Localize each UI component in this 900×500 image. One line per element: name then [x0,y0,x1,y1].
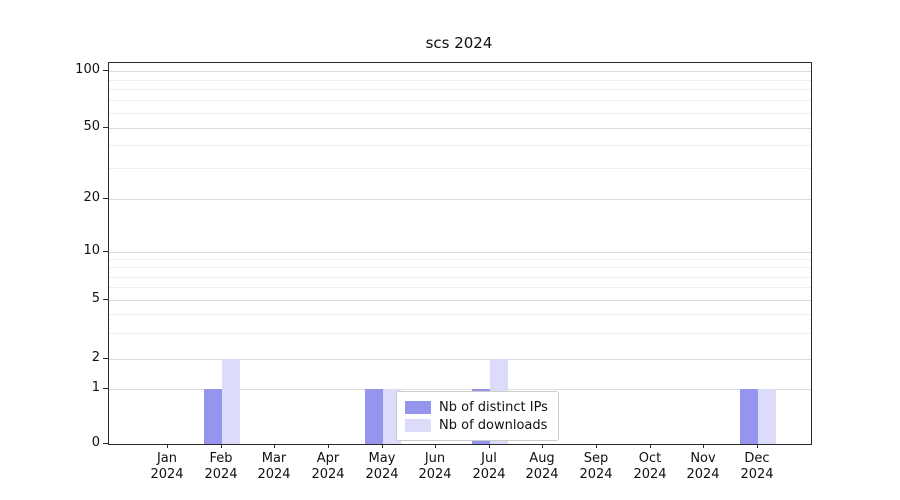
x-tick-mark [328,444,329,448]
plot-area: Nb of distinct IPs Nb of downloads [108,62,812,445]
x-tick-mark [703,444,704,448]
gridline-minor [109,277,811,278]
x-tick-mark [650,444,651,448]
y-tick-label: 1 [91,380,100,395]
x-tick-label: Apr 2024 [311,451,345,482]
bar-downloads [758,389,776,444]
gridline-minor [109,113,811,114]
bar-downloads [222,359,240,444]
gridline-minor [109,259,811,260]
gridline-major [109,300,811,301]
legend-entry-distinct-ips: Nb of distinct IPs [405,398,548,416]
bar-distinct-ips [365,389,383,444]
y-tick-mark [103,358,108,359]
x-tick-label: Jul 2024 [472,451,506,482]
x-tick-label: Jun 2024 [418,451,452,482]
y-tick-mark [103,251,108,252]
x-tick-mark [221,444,222,448]
x-tick-mark [274,444,275,448]
gridline-minor [109,287,811,288]
y-tick-mark [103,388,108,389]
y-tick-label: 5 [91,291,100,306]
x-tick-label: Nov 2024 [686,451,720,482]
x-tick-mark [489,444,490,448]
gridline-major [109,71,811,72]
y-tick-mark [103,299,108,300]
y-tick-mark [103,127,108,128]
y-tick-label: 10 [83,243,100,258]
bar-distinct-ips [740,389,758,444]
gridline-minor [109,80,811,81]
legend: Nb of distinct IPs Nb of downloads [396,391,559,441]
x-tick-mark [435,444,436,448]
x-tick-label: Oct 2024 [633,451,667,482]
x-tick-label: Aug 2024 [525,451,559,482]
x-tick-label: Mar 2024 [257,451,291,482]
y-tick-label: 50 [83,119,100,134]
gridline-major [109,359,811,360]
legend-swatch-distinct-ips [405,400,431,414]
gridline-minor [109,145,811,146]
gridline-minor [109,100,811,101]
gridline-minor [109,314,811,315]
y-tick-mark [103,198,108,199]
gridline-major [109,199,811,200]
x-tick-label: Dec 2024 [740,451,774,482]
legend-entry-downloads: Nb of downloads [405,416,548,434]
x-tick-mark [596,444,597,448]
x-tick-mark [382,444,383,448]
chart-title: scs 2024 [425,34,493,52]
gridline-minor [109,89,811,90]
bar-distinct-ips [204,389,222,444]
y-tick-label: 0 [91,435,100,450]
y-tick-label: 20 [83,190,100,205]
gridline-major [109,389,811,390]
gridline-minor [109,267,811,268]
y-tick-label: 100 [75,62,100,77]
y-tick-mark [103,443,108,444]
x-tick-label: Jan 2024 [150,451,184,482]
x-tick-mark [167,444,168,448]
y-tick-label: 2 [91,350,100,365]
gridline-major [109,128,811,129]
x-tick-mark [542,444,543,448]
gridline-minor [109,333,811,334]
gridline-major [109,252,811,253]
y-tick-mark [103,70,108,71]
legend-label-distinct-ips: Nb of distinct IPs [439,399,548,415]
x-tick-label: May 2024 [365,451,399,482]
gridline-minor [109,168,811,169]
x-tick-mark [757,444,758,448]
legend-label-downloads: Nb of downloads [439,417,548,433]
x-tick-label: Feb 2024 [204,451,238,482]
legend-swatch-downloads [405,418,431,432]
x-tick-label: Sep 2024 [579,451,613,482]
